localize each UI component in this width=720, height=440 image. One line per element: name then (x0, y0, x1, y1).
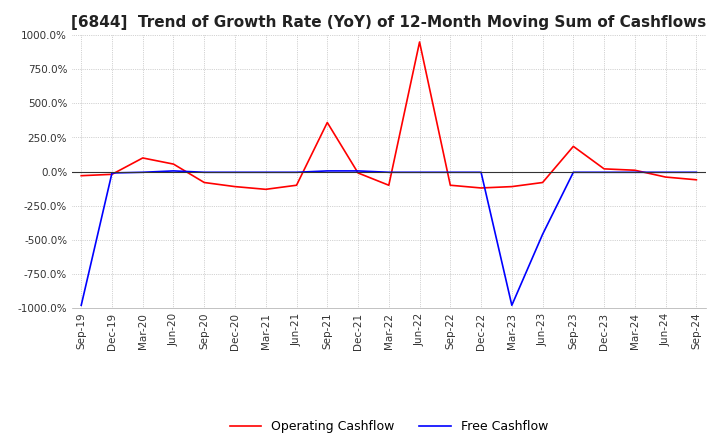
Free Cashflow (539, 232, 547, 237)
Title: [6844]  Trend of Growth Rate (YoY) of 12-Month Moving Sum of Cashflows: [6844] Trend of Growth Rate (YoY) of 12-… (71, 15, 706, 30)
Free Cashflow (323, 168, 332, 173)
Operating Cashflow (539, 180, 547, 185)
Operating Cashflow (108, 172, 117, 177)
Operating Cashflow (600, 166, 608, 172)
Free Cashflow (138, 170, 147, 175)
Free Cashflow (261, 170, 270, 175)
Operating Cashflow (230, 184, 239, 189)
Free Cashflow (230, 170, 239, 175)
Free Cashflow (631, 170, 639, 175)
Free Cashflow (508, 303, 516, 308)
Free Cashflow (661, 170, 670, 175)
Operating Cashflow (354, 170, 362, 176)
Operating Cashflow (169, 161, 178, 167)
Free Cashflow (108, 170, 117, 176)
Free Cashflow (169, 168, 178, 173)
Operating Cashflow (692, 177, 701, 183)
Operating Cashflow (138, 155, 147, 161)
Operating Cashflow (508, 184, 516, 189)
Operating Cashflow (569, 144, 577, 149)
Free Cashflow (415, 170, 424, 175)
Free Cashflow (292, 170, 301, 175)
Operating Cashflow (477, 185, 485, 191)
Line: Free Cashflow: Free Cashflow (81, 171, 696, 305)
Free Cashflow (446, 170, 454, 175)
Line: Operating Cashflow: Operating Cashflow (81, 42, 696, 189)
Operating Cashflow (200, 180, 209, 185)
Operating Cashflow (415, 39, 424, 44)
Free Cashflow (692, 170, 701, 175)
Operating Cashflow (631, 168, 639, 173)
Operating Cashflow (77, 173, 86, 178)
Legend: Operating Cashflow, Free Cashflow: Operating Cashflow, Free Cashflow (225, 415, 553, 438)
Free Cashflow (77, 303, 86, 308)
Operating Cashflow (323, 120, 332, 125)
Free Cashflow (200, 170, 209, 175)
Operating Cashflow (261, 187, 270, 192)
Free Cashflow (477, 170, 485, 175)
Free Cashflow (600, 170, 608, 175)
Operating Cashflow (292, 183, 301, 188)
Operating Cashflow (446, 183, 454, 188)
Operating Cashflow (384, 183, 393, 188)
Free Cashflow (384, 170, 393, 175)
Free Cashflow (354, 168, 362, 173)
Operating Cashflow (661, 174, 670, 180)
Free Cashflow (569, 170, 577, 175)
